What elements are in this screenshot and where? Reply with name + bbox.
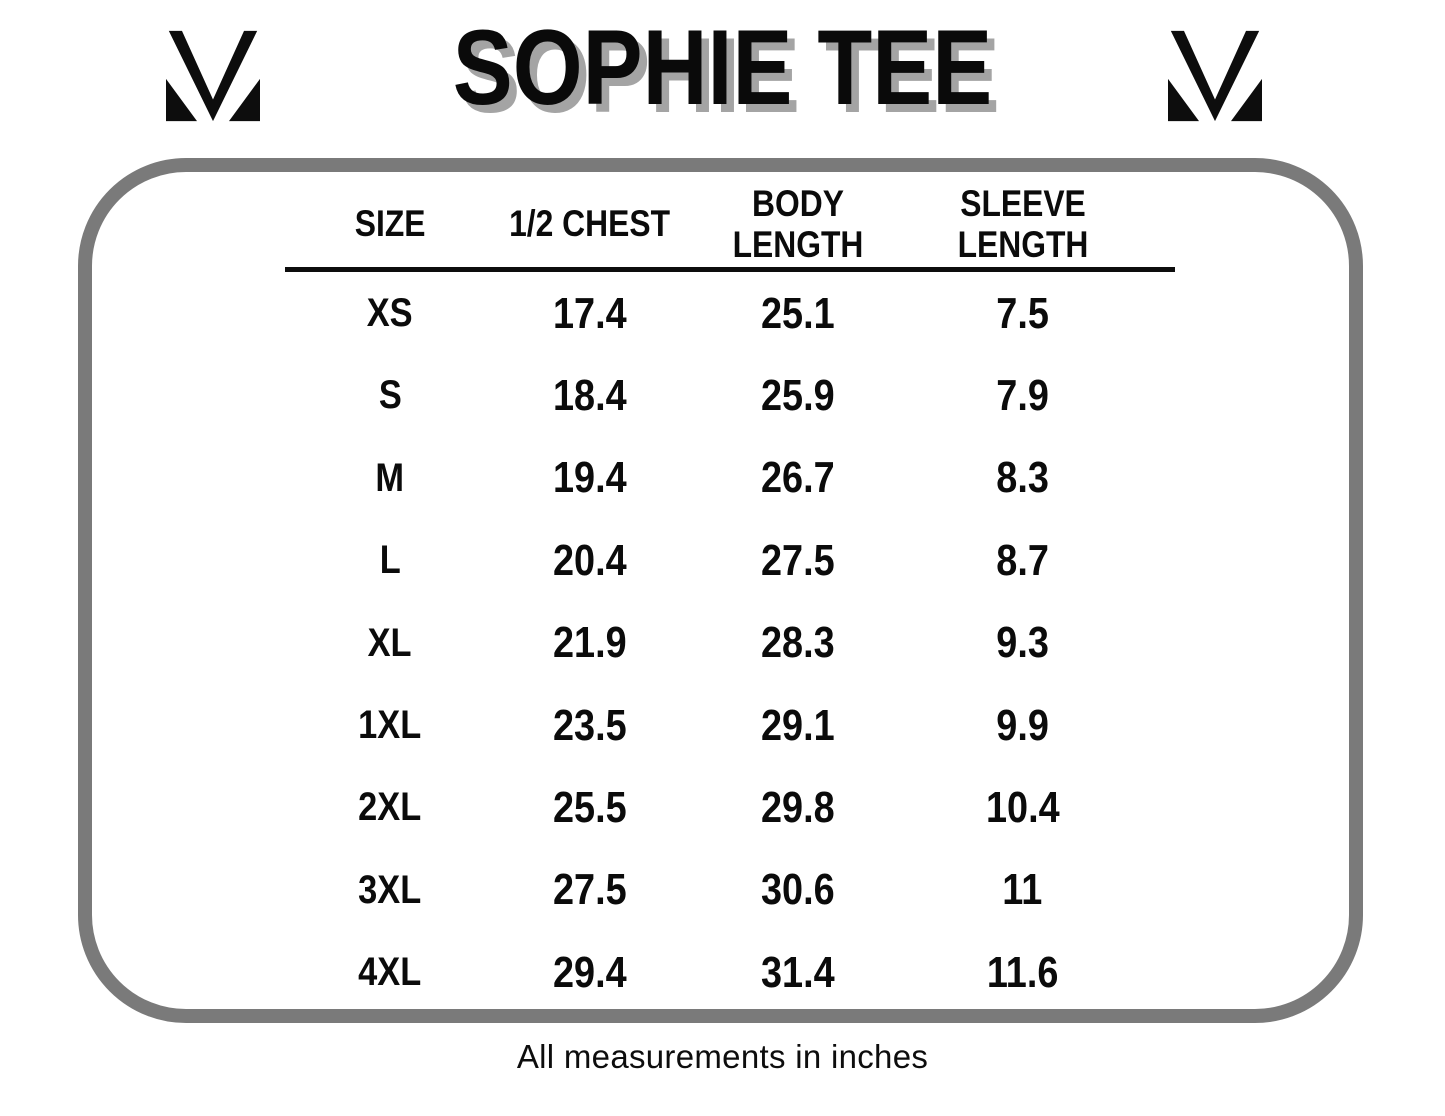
cell-size: 1XL [358, 703, 422, 748]
cell-sleeve-length: 7.9 [996, 370, 1049, 420]
cell-sleeve-length: 11.6 [986, 947, 1059, 997]
table-row-3xl: 3XL 27.5 30.6 11 [285, 849, 1175, 931]
cell-body-length: 29.8 [760, 782, 835, 832]
cell-size: 3XL [358, 867, 422, 912]
brand-logo-right [1168, 30, 1262, 122]
table-row-4xl: 4XL 29.4 31.4 11.6 [285, 932, 1175, 1014]
cell-body-length: 27.5 [760, 535, 835, 585]
cell-half-chest: 19.4 [553, 453, 627, 503]
cell-body-length: 26.7 [760, 453, 835, 503]
cell-size: XL [368, 620, 412, 665]
table-row-s: S 18.4 25.9 7.9 [285, 355, 1175, 437]
cell-sleeve-length: 9.3 [996, 618, 1049, 668]
m-logo-icon [166, 30, 260, 122]
cell-half-chest: 27.5 [553, 865, 627, 915]
cell-half-chest: 17.4 [553, 288, 627, 338]
cell-size: 2XL [358, 785, 422, 830]
cell-sleeve-length: 8.3 [996, 453, 1049, 503]
table-row-xs: XS 17.4 25.1 7.5 [285, 272, 1175, 354]
brand-logo-left [166, 30, 260, 122]
m-logo-icon [1168, 30, 1262, 122]
cell-body-length: 25.9 [760, 370, 835, 420]
cell-size: M [375, 455, 405, 500]
cell-half-chest: 20.4 [553, 535, 627, 585]
cell-half-chest: 25.5 [553, 782, 627, 832]
cell-sleeve-length: 7.5 [996, 288, 1049, 338]
header-cell-sleeve-length: SLEEVE LENGTH [957, 183, 1088, 265]
cell-body-length: 28.3 [760, 618, 835, 668]
cell-half-chest: 18.4 [553, 370, 627, 420]
cell-size: S [378, 373, 402, 418]
table-row-xl: XL 21.9 28.3 9.3 [285, 602, 1175, 684]
cell-half-chest: 29.4 [553, 947, 627, 997]
cell-half-chest: 23.5 [553, 700, 627, 750]
table-row-l: L 20.4 27.5 8.7 [285, 520, 1175, 602]
cell-sleeve-length: 11 [1002, 865, 1043, 915]
cell-size: 4XL [358, 950, 422, 995]
cell-body-length: 30.6 [760, 865, 835, 915]
table-row-1xl: 1XL 23.5 29.1 9.9 [285, 684, 1175, 766]
table-header-row: SIZE 1/2 CHEST BODY LENGTH SLEEVE LENGTH [285, 183, 1175, 265]
size-table: SIZE 1/2 CHEST BODY LENGTH SLEEVE LENGTH… [285, 183, 1175, 1014]
page-title: SOPHIE TEE [452, 7, 993, 127]
cell-body-length: 29.1 [760, 700, 835, 750]
cell-half-chest: 21.9 [553, 618, 627, 668]
cell-sleeve-length: 10.4 [985, 782, 1060, 832]
cell-size: XS [367, 291, 413, 336]
cell-body-length: 31.4 [760, 947, 835, 997]
header-cell-size: SIZE [354, 203, 426, 245]
table-row-2xl: 2XL 25.5 29.8 10.4 [285, 767, 1175, 849]
size-chart-panel [78, 158, 1363, 1023]
cell-size: L [379, 538, 401, 583]
cell-body-length: 25.1 [760, 288, 835, 338]
header-cell-body-length: BODY LENGTH [732, 183, 863, 265]
header-cell-half-chest: 1/2 CHEST [509, 203, 671, 245]
measurements-note: All measurements in inches [516, 1038, 929, 1075]
cell-sleeve-length: 8.7 [996, 535, 1049, 585]
table-row-m: M 19.4 26.7 8.3 [285, 437, 1175, 519]
cell-sleeve-length: 9.9 [996, 700, 1049, 750]
header-divider [285, 267, 1175, 273]
